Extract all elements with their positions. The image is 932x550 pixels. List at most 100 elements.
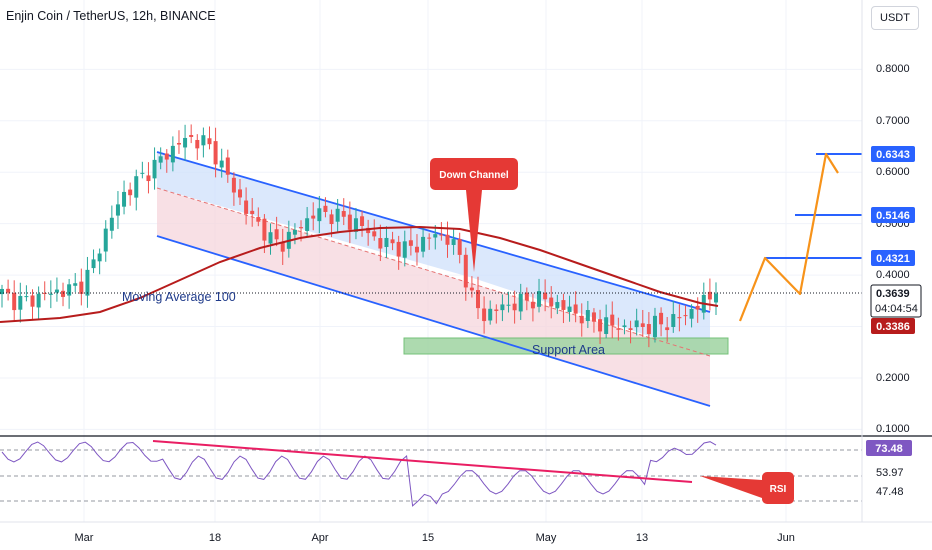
candle xyxy=(195,134,200,160)
candle-body xyxy=(384,237,389,247)
time-label-mar: Mar xyxy=(75,532,94,544)
candle xyxy=(652,307,657,343)
candle-body xyxy=(537,291,542,307)
candle xyxy=(598,309,603,344)
candle-body xyxy=(335,208,340,222)
time-label-jun: Jun xyxy=(777,532,795,544)
candle-body xyxy=(61,290,66,297)
down-channel-callout: Down Channel xyxy=(430,158,518,272)
candle-body xyxy=(439,234,444,236)
candle-body xyxy=(274,229,279,240)
candle-body xyxy=(238,189,242,198)
badge-rsi-value-bg xyxy=(866,440,912,456)
candle xyxy=(152,147,157,190)
time-axis[interactable]: Mar 18 Apr 15 May 13 Jun xyxy=(75,532,795,544)
candle xyxy=(634,308,639,336)
candle xyxy=(628,320,633,344)
candle xyxy=(36,286,41,319)
candle-body xyxy=(189,134,194,137)
candle xyxy=(103,220,108,262)
currency-button[interactable]: USDT xyxy=(871,6,919,30)
candle-body xyxy=(195,139,200,149)
candle xyxy=(67,278,72,309)
candle-body xyxy=(652,315,657,338)
candle xyxy=(439,222,444,241)
candle-body xyxy=(476,290,480,309)
candle xyxy=(250,198,255,227)
candle xyxy=(323,197,328,218)
candle-body xyxy=(268,232,273,244)
price-badges: 0.6343 0.5146 0.4321 0.3639 04:04:54 0.3… xyxy=(866,146,922,456)
candle-body xyxy=(18,295,23,310)
candle-body xyxy=(634,320,639,328)
candle xyxy=(353,207,358,240)
candle xyxy=(6,279,11,301)
down-channel xyxy=(156,151,711,407)
candle-body xyxy=(689,308,694,319)
candle xyxy=(476,276,480,319)
candle xyxy=(97,248,102,275)
callout-label: Down Channel xyxy=(439,170,509,181)
candle-body xyxy=(378,238,383,249)
time-label-15: 15 xyxy=(422,532,434,544)
candle-body xyxy=(665,327,670,331)
callout-pointer xyxy=(466,190,482,272)
rsi-panel xyxy=(0,440,862,507)
candle xyxy=(561,293,566,324)
candle-body xyxy=(317,208,322,222)
candle xyxy=(414,234,419,266)
rsi-line xyxy=(1,441,717,507)
candle xyxy=(122,180,127,215)
target-levels xyxy=(765,153,862,259)
candle-body xyxy=(256,217,261,222)
candle xyxy=(73,273,78,293)
candle-body xyxy=(372,231,377,237)
candle xyxy=(622,319,627,335)
candle xyxy=(128,182,133,206)
chart-title: Enjin Coin / TetherUS, 12h, BINANCE xyxy=(6,9,216,23)
candle xyxy=(451,228,456,255)
candle xyxy=(689,304,694,328)
candle xyxy=(360,210,365,237)
candle xyxy=(610,301,615,339)
candle-body xyxy=(433,234,438,238)
candle-body xyxy=(280,242,285,252)
candle xyxy=(421,227,426,258)
candle-body xyxy=(518,293,523,312)
time-label-18: 18 xyxy=(209,532,221,544)
candle xyxy=(549,286,554,319)
candle xyxy=(244,187,249,225)
candle xyxy=(347,201,352,244)
candle xyxy=(170,136,175,172)
channel-fill-upper xyxy=(157,152,473,278)
candle xyxy=(518,283,523,320)
candle xyxy=(158,147,163,170)
candle xyxy=(372,219,377,241)
candle-body xyxy=(353,218,358,232)
candle-body xyxy=(628,328,633,330)
candle-body xyxy=(323,205,328,212)
candle-body xyxy=(488,308,493,321)
candle xyxy=(164,149,169,173)
candle-body xyxy=(463,254,468,288)
candle xyxy=(573,291,578,323)
candle-body xyxy=(469,287,474,291)
candle-body xyxy=(549,297,554,307)
badge-current-price: 0.3639 xyxy=(876,288,910,300)
candle-body xyxy=(622,325,627,328)
candle-body xyxy=(482,308,487,322)
price-tick-0-1000: 0.1000 xyxy=(876,423,910,435)
candle xyxy=(524,287,529,311)
price-tick-0-2000: 0.2000 xyxy=(876,372,910,384)
candle xyxy=(543,279,548,312)
candle-body xyxy=(616,328,621,330)
candle xyxy=(146,162,151,194)
candle xyxy=(79,268,84,306)
candle xyxy=(311,202,316,231)
candle xyxy=(457,232,462,264)
candle-body xyxy=(677,317,682,319)
price-scale[interactable]: 0.8000 0.7000 0.6000 0.5000 0.4000 0.200… xyxy=(876,63,910,498)
candle xyxy=(238,178,242,205)
channel-mid-line xyxy=(156,187,711,357)
